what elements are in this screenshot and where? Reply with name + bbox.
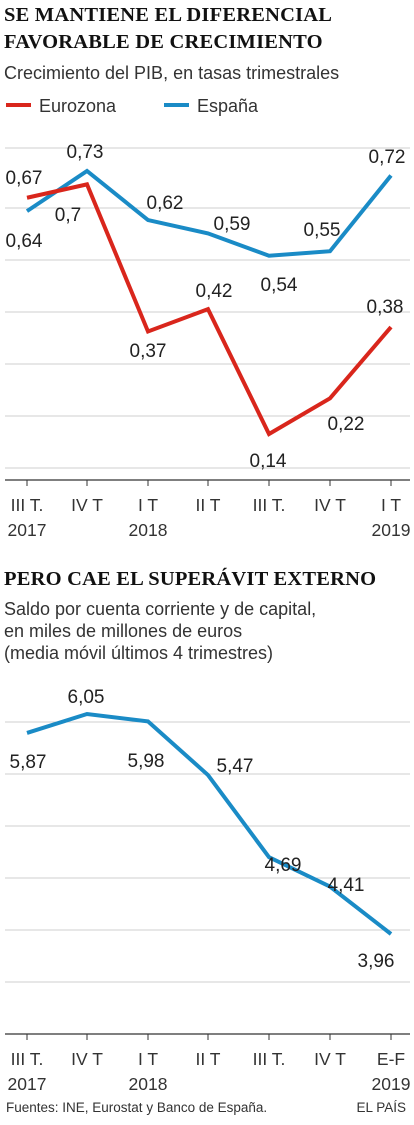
x-year-label: 2018 — [129, 1074, 168, 1090]
series-line-surplus — [26, 711, 393, 936]
x-tick-label: II T — [196, 1049, 221, 1069]
footer-sources: Fuentes: INE, Eurostat y Banco de España… — [6, 1100, 268, 1115]
data-label-espana: 0,59 — [214, 214, 251, 235]
chart1-title-line-2: FAVORABLE DE CRECIMIENTO — [4, 31, 323, 53]
data-label-espana: 0,73 — [67, 142, 104, 163]
data-label-eurozona: 0,38 — [367, 297, 404, 318]
x-year-label: 2019 — [372, 520, 411, 540]
data-label-espana: 0,54 — [261, 275, 298, 296]
surplus-chart: 5,87 6,05 5,98 5,47 4,69 4,41 3,96 III T. IV T I … — [5, 687, 411, 1090]
data-label-surplus: 5,47 — [217, 756, 254, 777]
x-tick-label: III T. — [253, 495, 286, 515]
x-tick-label: IV T — [314, 1049, 346, 1069]
data-label-surplus: 5,98 — [128, 751, 165, 772]
data-label-eurozona: 0,67 — [6, 168, 43, 189]
footer-credit: EL PAÍS — [356, 1100, 406, 1115]
data-label-surplus: 5,87 — [10, 752, 47, 773]
x-year-label: 2019 — [372, 1074, 411, 1090]
x-tick-label: III T. — [11, 495, 44, 515]
data-label-eurozona: 0,7 — [55, 205, 81, 226]
x-tick-label: E-F — [377, 1049, 405, 1069]
x-tick-label: I T — [138, 495, 158, 515]
gdp-growth-chart: 0,67 0,7 0,37 0,42 0,14 0,22 0,38 0,64 0,73 0,62 0… — [5, 142, 411, 540]
legend-swatch-espana — [164, 103, 189, 108]
data-label-surplus: 6,05 — [68, 687, 105, 708]
x-tick-label: III T. — [11, 1049, 44, 1069]
x-tick-label: IV T — [71, 1049, 103, 1069]
x-year-label: 2017 — [8, 1074, 47, 1090]
data-label-surplus: 4,41 — [328, 875, 365, 896]
chart2-subtitle-line-1: Saldo por cuenta corriente y de capital, — [4, 599, 317, 619]
chart1-title: SE MANTIENE EL DIFERENCIAL FAVORABLE DE … — [4, 2, 332, 56]
x-tick-label: IV T — [314, 495, 346, 515]
data-label-surplus: 4,69 — [265, 855, 302, 876]
data-label-espana: 0,72 — [369, 147, 406, 168]
legend-swatch-eurozona — [6, 103, 31, 108]
x-tick-label: II T — [196, 495, 221, 515]
legend-label-eurozona: Eurozona — [39, 96, 117, 116]
data-label-espana: 0,64 — [6, 231, 43, 252]
x-tick-label: I T — [381, 495, 401, 515]
chart2-subtitle-line-2: en miles de millones de euros — [4, 621, 243, 641]
x-tick-label: I T — [138, 1049, 158, 1069]
legend-item-eurozona: Eurozona — [6, 96, 116, 117]
data-label-eurozona: 0,22 — [328, 414, 365, 435]
data-label-eurozona: 0,14 — [250, 451, 287, 472]
data-label-espana: 0,55 — [304, 220, 341, 241]
series-line-espana — [25, 168, 393, 258]
x-tick-label: IV T — [71, 495, 103, 515]
chart1-title-line-1: SE MANTIENE EL DIFERENCIAL — [4, 4, 333, 26]
legend-label-espana: España — [197, 96, 259, 116]
x-tick-label: III T. — [253, 1049, 286, 1069]
chart2-subtitle: Saldo por cuenta corriente y de capital,… — [4, 598, 316, 664]
data-label-eurozona: 0,42 — [196, 281, 233, 302]
data-label-eurozona: 0,37 — [130, 341, 167, 362]
x-year-label: 2018 — [129, 520, 168, 540]
series-line-eurozona — [26, 182, 393, 437]
legend-item-espana: España — [164, 96, 258, 117]
x-year-label: 2017 — [8, 520, 47, 540]
data-label-surplus: 3,96 — [358, 951, 395, 972]
chart2-subtitle-line-3: (media móvil últimos 4 trimestres) — [4, 643, 274, 663]
chart1-subtitle: Crecimiento del PIB, en tasas trimestral… — [4, 63, 340, 83]
chart2-title: PERO CAE EL SUPERÁVIT EXTERNO — [4, 568, 377, 590]
data-label-espana: 0,62 — [147, 193, 184, 214]
